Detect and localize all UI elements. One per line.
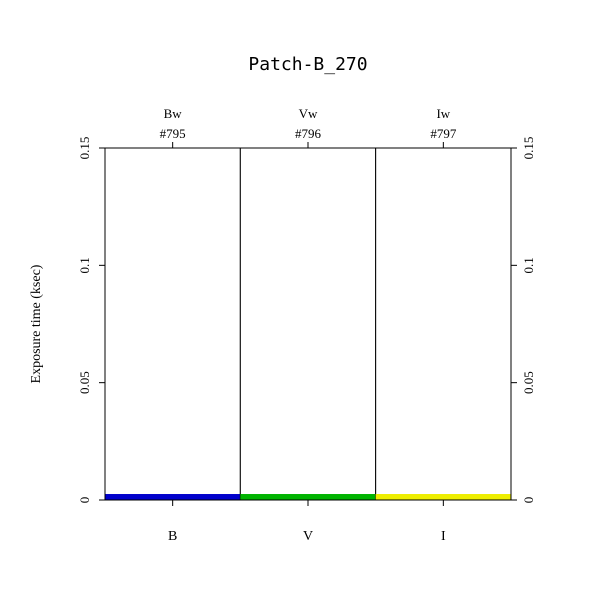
top-label-line1: Bw [164,106,183,121]
ytick-label-left: 0.1 [77,257,92,273]
ytick-label-left: 0 [77,497,92,504]
bar-base-strip [105,494,240,500]
ytick-label-right: 0.15 [521,137,536,160]
chart-title: Patch-B_270 [248,54,367,75]
ytick-label-right: 0.1 [521,257,536,273]
top-label-line1: Vw [299,106,318,121]
ytick-label-left: 0.05 [77,371,92,394]
bar [240,148,375,500]
bottom-label: V [303,529,313,544]
y-axis-label: Exposure time (ksec) [29,264,44,383]
top-label-line2: #797 [430,126,457,141]
top-label-line2: #796 [295,126,322,141]
ytick-label-right: 0.05 [521,371,536,394]
bottom-label: I [441,529,446,544]
bar [105,148,240,500]
bar-base-strip [376,494,511,500]
top-label-line2: #795 [160,126,186,141]
bar [376,148,511,500]
ytick-label-right: 0 [521,497,536,504]
bottom-label: B [168,529,177,544]
ytick-label-left: 0.15 [77,137,92,160]
bar-base-strip [240,494,375,500]
top-label-line1: Iw [436,106,450,121]
